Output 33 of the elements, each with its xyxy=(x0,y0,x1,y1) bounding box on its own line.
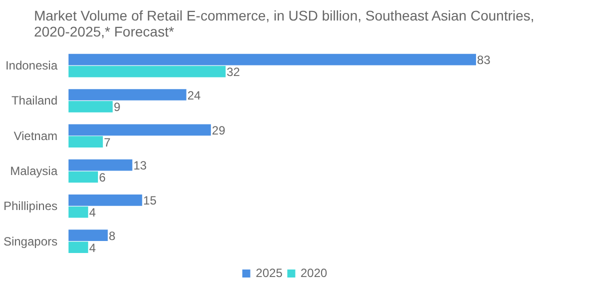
data-label: 4 xyxy=(89,240,96,255)
chart-title: Market Volume of Retail E-commerce, in USD billion, Southeast Asian Countries, 2020-2025,* Forecast* xyxy=(34,8,534,40)
data-label: 83 xyxy=(477,53,491,68)
bar xyxy=(68,66,226,78)
bar xyxy=(68,159,132,171)
bar xyxy=(68,242,88,253)
bar xyxy=(68,124,211,136)
y-tick-label: Singapors xyxy=(3,234,58,248)
data-label: 24 xyxy=(187,88,202,102)
legend-label: 2020 xyxy=(300,266,328,280)
data-label: 6 xyxy=(98,170,106,184)
bar xyxy=(68,194,142,206)
y-tick-label: Thailand xyxy=(11,94,58,108)
y-tick-label: Indonesia xyxy=(5,58,58,73)
bar xyxy=(68,230,108,241)
data-label: 7 xyxy=(104,135,111,150)
bar xyxy=(68,206,88,218)
data-label: 32 xyxy=(226,65,240,80)
data-label: 29 xyxy=(212,123,226,138)
y-tick-label: Vietnam xyxy=(14,128,58,143)
data-label: 4 xyxy=(89,206,96,220)
legend-label: 2025 xyxy=(256,266,282,280)
bar xyxy=(68,171,98,183)
y-tick-label: Phillipines xyxy=(3,199,58,214)
data-label: 8 xyxy=(108,228,116,243)
data-label: 13 xyxy=(133,158,148,173)
bar xyxy=(68,136,103,148)
data-label: 15 xyxy=(143,194,157,208)
bar xyxy=(68,54,476,66)
data-label: 9 xyxy=(114,100,121,114)
bar xyxy=(68,101,113,112)
y-tick-label: Malaysia xyxy=(10,164,58,178)
bar xyxy=(68,89,186,100)
